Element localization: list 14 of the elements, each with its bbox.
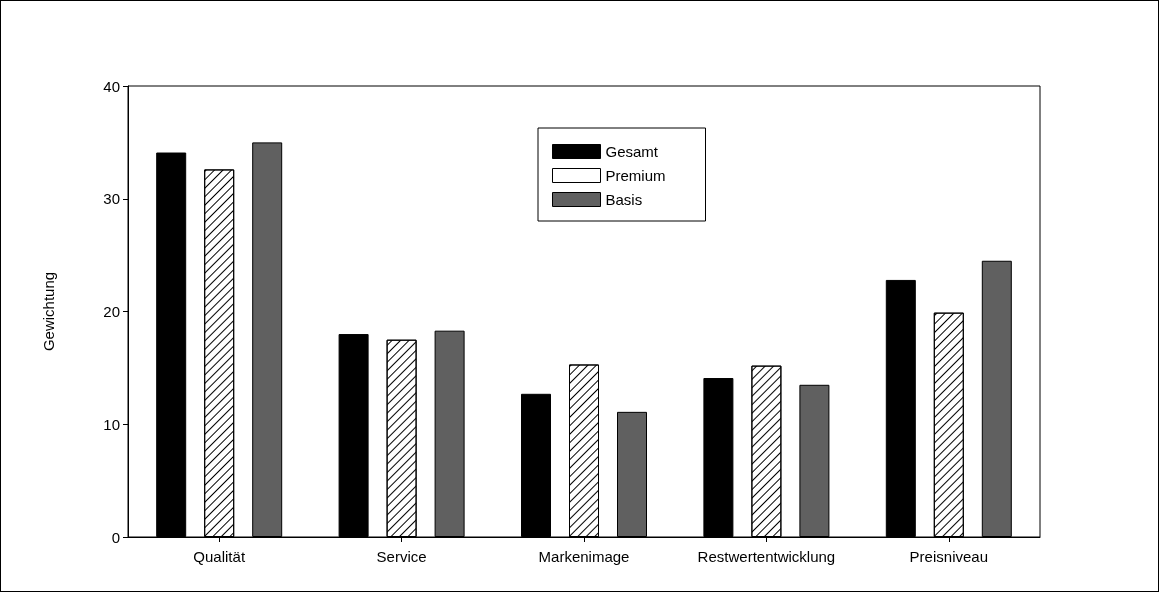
y-tick-label: 30 [103, 190, 120, 208]
x-tick-label: Service [376, 548, 427, 565]
legend-label: Gesamt [605, 143, 659, 160]
x-tick-label: Markenimage [538, 548, 630, 565]
x-tick-label: Restwertentwicklung [697, 548, 836, 565]
y-tick-label: 0 [111, 528, 120, 546]
x-tick-label: Qualität [193, 548, 246, 565]
x-tick-label: Preisniveau [909, 548, 988, 565]
legend-label: Premium [605, 167, 666, 184]
y-tick-label: 20 [103, 303, 120, 320]
legend-label: Basis [605, 191, 643, 208]
y-tick-label: 10 [103, 415, 120, 433]
y-axis-title: Gewichtung [40, 271, 57, 352]
y-tick-label: 40 [103, 77, 120, 95]
